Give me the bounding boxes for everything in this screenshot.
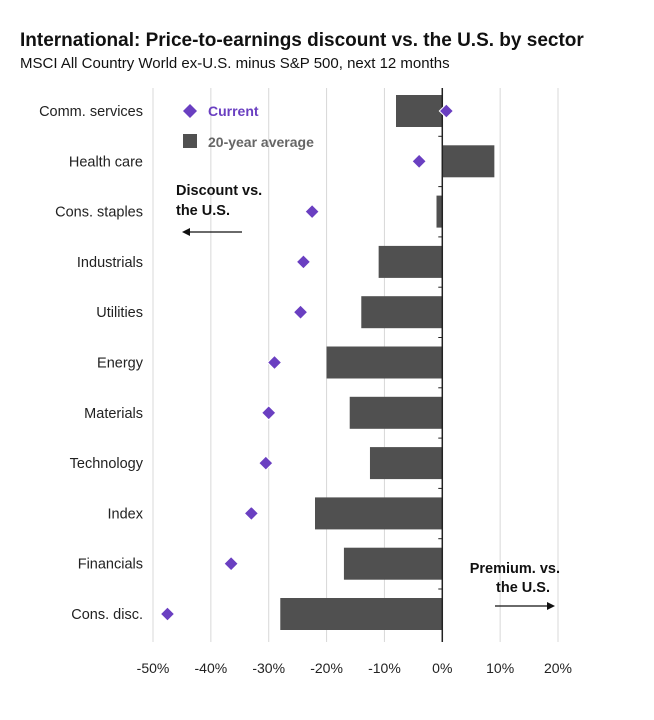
discount-annotation: Discount vs. xyxy=(176,183,262,199)
legend-diamond-icon xyxy=(183,104,197,118)
bar-20-year-average xyxy=(378,245,443,278)
bar-20-year-average xyxy=(349,396,443,429)
current-diamond xyxy=(411,153,427,170)
current-diamond xyxy=(266,354,283,371)
current-diamond xyxy=(223,555,239,572)
current-diamond xyxy=(261,405,277,421)
category-label: Comm. services xyxy=(39,104,143,120)
bar-20-year-average xyxy=(343,547,443,580)
legend-bar-icon xyxy=(183,134,197,148)
current-diamond xyxy=(304,203,320,220)
chart-title: International: Price-to-earnings discoun… xyxy=(20,30,584,51)
category-label: Utilities xyxy=(96,305,143,321)
category-label: Materials xyxy=(84,406,143,422)
premium-annotation: the U.S. xyxy=(496,580,550,596)
bar-20-year-average xyxy=(369,447,443,480)
bar-20-year-average xyxy=(280,598,443,630)
x-tick-label: -20% xyxy=(310,660,343,676)
category-label: Energy xyxy=(97,356,144,372)
discount-annotation: the U.S. xyxy=(176,203,230,219)
bar-20-year-average xyxy=(361,296,443,329)
x-tick-label: -30% xyxy=(252,660,285,676)
legend-average-label: 20-year average xyxy=(208,134,314,150)
chart-subtitle: MSCI All Country World ex-U.S. minus S&P… xyxy=(20,55,450,72)
category-label: Health care xyxy=(69,154,143,170)
left-arrow-head-icon xyxy=(182,228,190,236)
x-tick-label: 10% xyxy=(486,660,514,676)
current-diamond xyxy=(159,606,176,622)
right-arrow-head-icon xyxy=(547,602,555,610)
category-label: Cons. staples xyxy=(55,205,143,221)
category-label: Cons. disc. xyxy=(71,607,143,623)
x-tick-label: -10% xyxy=(368,660,401,676)
x-tick-label: -50% xyxy=(137,660,170,676)
current-diamond xyxy=(438,103,455,119)
category-label: Industrials xyxy=(77,255,143,271)
x-tick-label: 20% xyxy=(544,660,572,676)
premium-annotation: Premium. vs. xyxy=(470,561,560,577)
x-tick-label: 0% xyxy=(432,660,452,676)
category-label: Technology xyxy=(70,456,144,472)
legend-current-label: Current xyxy=(208,103,259,119)
current-diamond xyxy=(292,304,309,320)
bar-20-year-average xyxy=(315,497,443,530)
bar-20-year-average xyxy=(442,145,495,178)
x-tick-label: -40% xyxy=(195,660,228,676)
category-label: Financials xyxy=(78,557,143,573)
current-diamond xyxy=(243,505,260,522)
bar-20-year-average xyxy=(436,195,443,228)
current-diamond xyxy=(295,254,312,270)
category-label: Index xyxy=(108,506,144,522)
current-diamond xyxy=(258,455,274,471)
bar-20-year-average xyxy=(396,95,443,127)
bar-20-year-average xyxy=(326,346,443,379)
